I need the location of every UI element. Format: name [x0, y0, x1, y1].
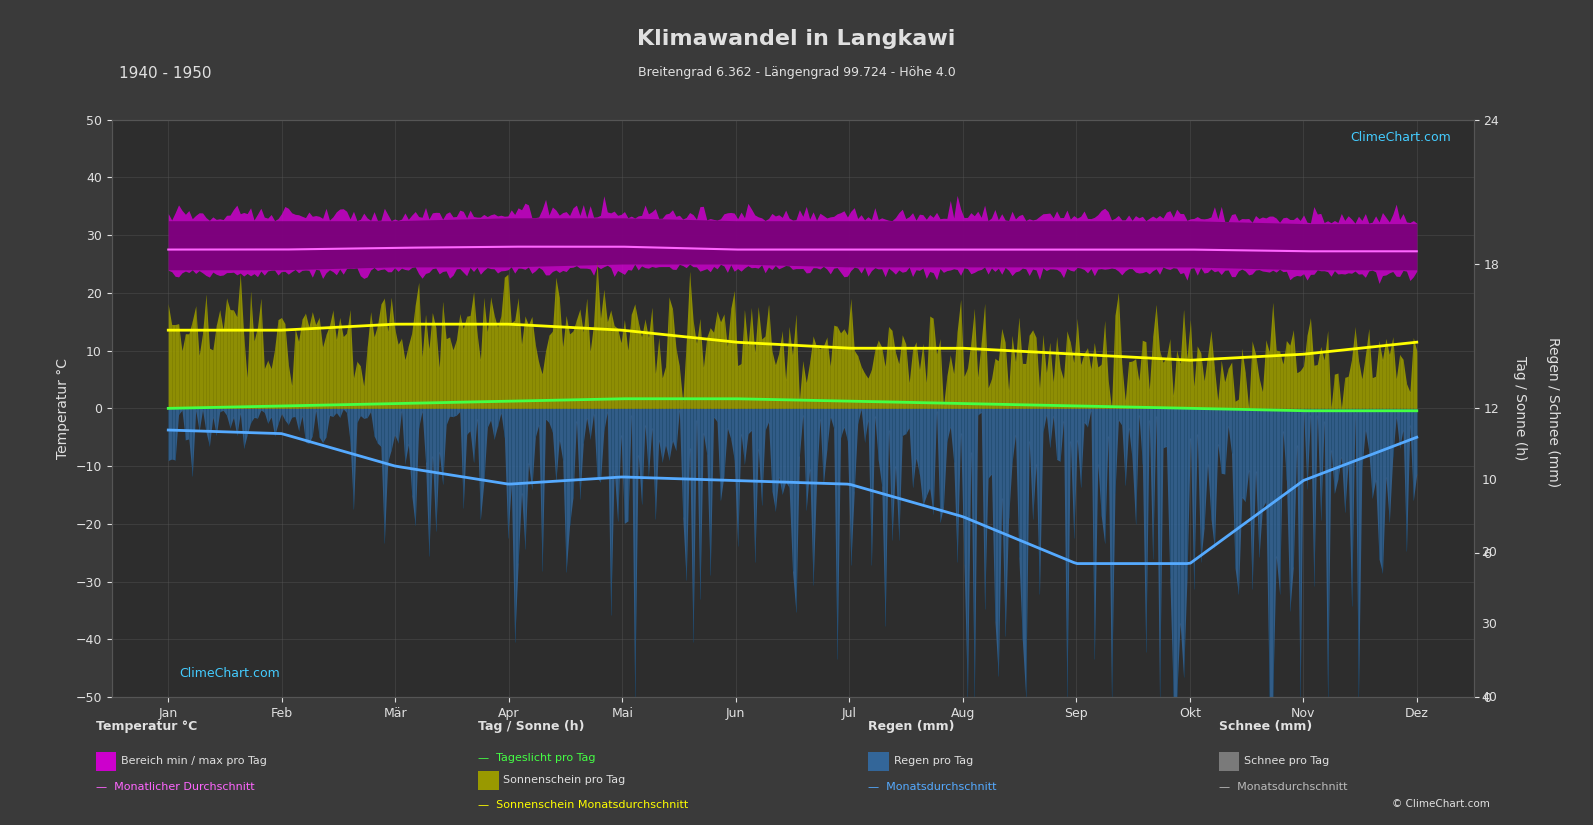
Text: Schnee pro Tag: Schnee pro Tag: [1244, 757, 1330, 766]
Text: —  Tageslicht pro Tag: — Tageslicht pro Tag: [478, 753, 596, 763]
Text: Temperatur °C: Temperatur °C: [96, 720, 198, 733]
Text: © ClimeChart.com: © ClimeChart.com: [1392, 799, 1489, 808]
Text: —  Monatsdurchschnitt: — Monatsdurchschnitt: [868, 782, 997, 792]
Text: 20: 20: [1481, 546, 1497, 559]
Y-axis label: Tag / Sonne (h): Tag / Sonne (h): [1513, 356, 1528, 460]
Text: —  Monatsdurchschnitt: — Monatsdurchschnitt: [1219, 782, 1348, 792]
Text: Bereich min / max pro Tag: Bereich min / max pro Tag: [121, 757, 268, 766]
Y-axis label: Temperatur °C: Temperatur °C: [56, 358, 70, 459]
Text: 40: 40: [1481, 691, 1497, 704]
Text: Regen (mm): Regen (mm): [868, 720, 954, 733]
Text: Breitengrad 6.362 - Längengrad 99.724 - Höhe 4.0: Breitengrad 6.362 - Längengrad 99.724 - …: [637, 66, 956, 79]
Text: Regen / Schnee (mm): Regen / Schnee (mm): [1547, 337, 1560, 488]
Text: ClimeChart.com: ClimeChart.com: [1351, 131, 1451, 144]
Text: Sonnenschein pro Tag: Sonnenschein pro Tag: [503, 776, 626, 785]
Text: ClimeChart.com: ClimeChart.com: [180, 667, 280, 680]
Text: 1940 - 1950: 1940 - 1950: [119, 66, 212, 81]
Text: —  Monatlicher Durchschnitt: — Monatlicher Durchschnitt: [96, 782, 255, 792]
Text: Schnee (mm): Schnee (mm): [1219, 720, 1313, 733]
Text: 30: 30: [1481, 619, 1497, 631]
Text: 10: 10: [1481, 474, 1497, 487]
Text: —  Sonnenschein Monatsdurchschnitt: — Sonnenschein Monatsdurchschnitt: [478, 800, 688, 810]
Text: Klimawandel in Langkawi: Klimawandel in Langkawi: [637, 29, 956, 49]
Text: Tag / Sonne (h): Tag / Sonne (h): [478, 720, 585, 733]
Text: Regen pro Tag: Regen pro Tag: [894, 757, 973, 766]
